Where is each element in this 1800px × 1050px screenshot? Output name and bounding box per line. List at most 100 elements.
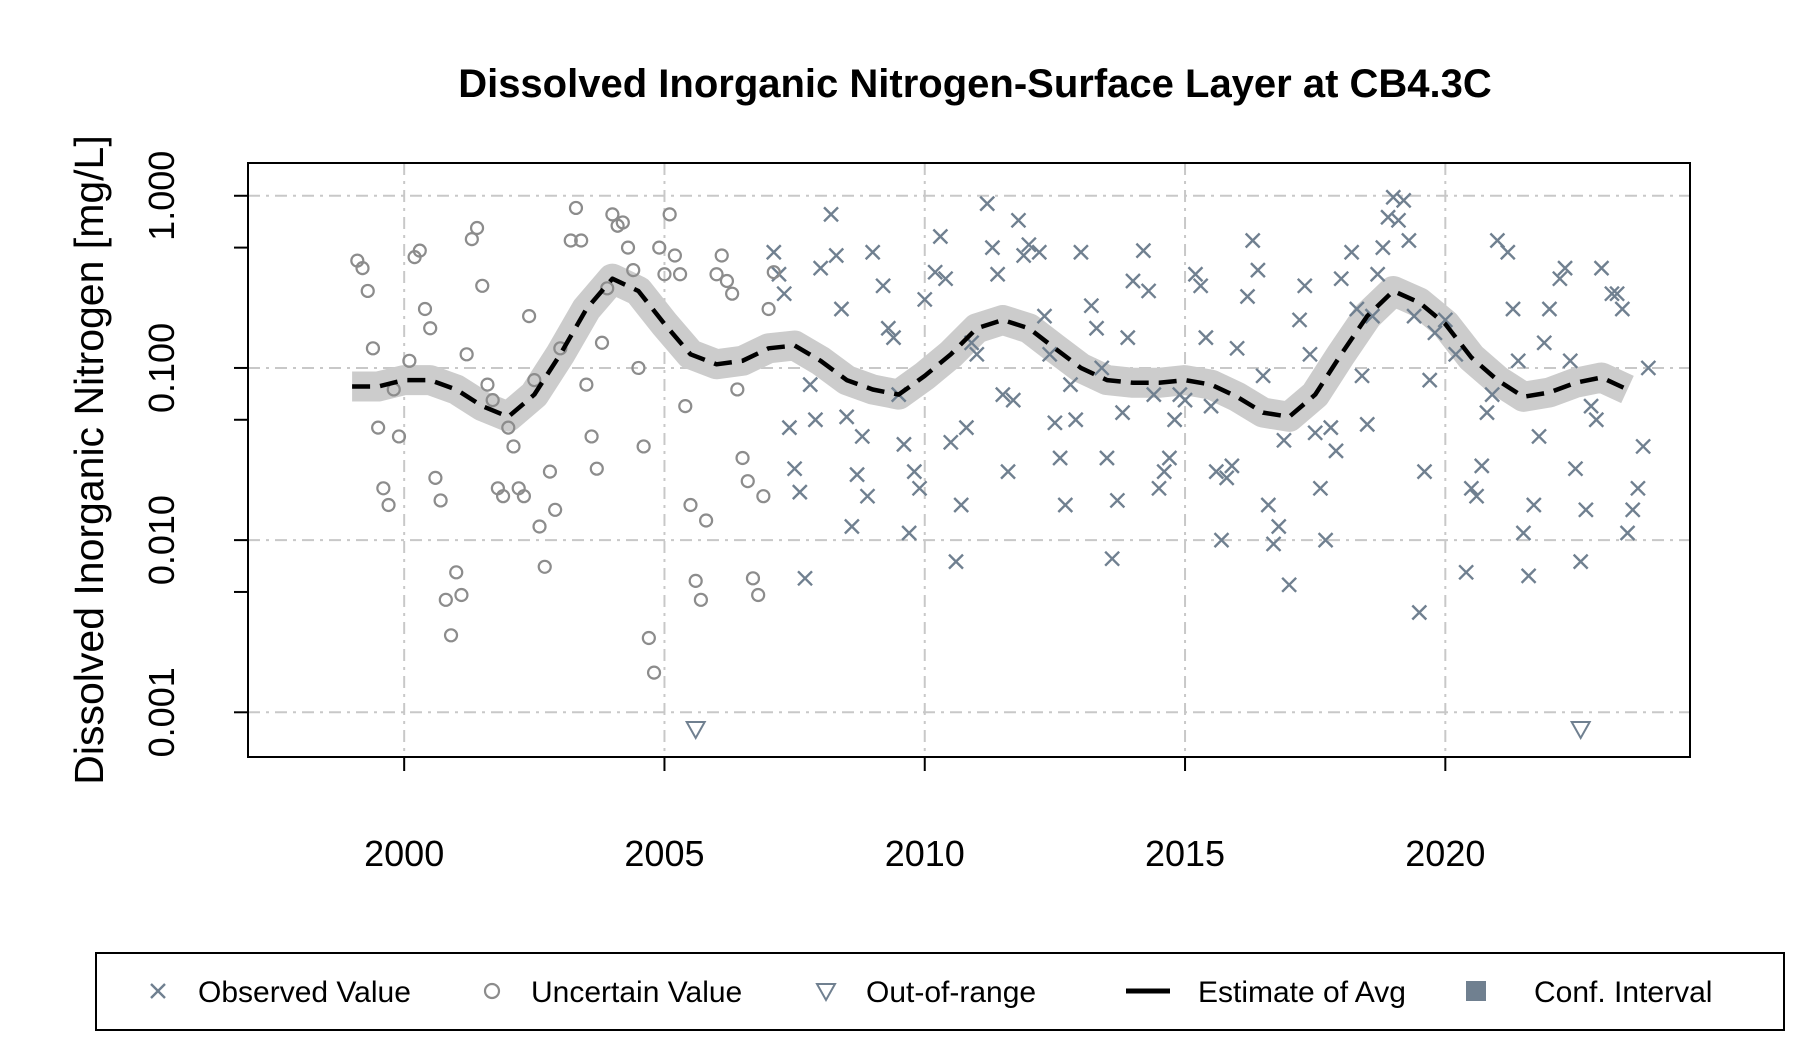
uncertain-point	[719, 273, 735, 289]
uncertain-point	[402, 353, 417, 368]
observed-point	[1390, 212, 1407, 229]
observed-point	[1421, 372, 1438, 388]
uncertain-point	[605, 207, 620, 222]
observed-point	[880, 320, 897, 337]
observed-point	[979, 195, 996, 212]
observed-point	[1525, 497, 1542, 513]
observed-point	[1593, 260, 1610, 276]
observed-point	[1458, 564, 1474, 581]
observed-point	[1640, 360, 1657, 376]
uncertain-point	[631, 360, 646, 376]
observed-point	[1276, 432, 1292, 449]
observed-point	[1255, 367, 1271, 384]
observed-point	[1375, 239, 1391, 256]
observed-point	[1083, 297, 1100, 314]
observed-point	[1406, 308, 1422, 324]
data-points	[350, 189, 1657, 741]
legend-label: Observed Value	[198, 976, 411, 1009]
uncertain-point	[454, 587, 469, 603]
uncertain-point	[355, 261, 370, 276]
observed-point	[927, 264, 944, 281]
observed-point	[1348, 301, 1365, 317]
observed-point	[1270, 518, 1287, 535]
observed-point	[776, 285, 793, 302]
legend-observed-symbol	[150, 983, 166, 999]
uncertain-point	[740, 474, 755, 489]
observed-point	[1567, 460, 1584, 477]
plot-frame	[247, 162, 1691, 758]
observed-point	[1224, 458, 1240, 474]
uncertain-point	[433, 493, 448, 508]
observed-point	[807, 411, 824, 428]
observed-point	[1187, 266, 1204, 283]
uncertain-point	[589, 461, 604, 476]
uncertain-point	[459, 347, 474, 362]
uncertain-point	[527, 372, 542, 388]
observed-point	[1244, 232, 1261, 249]
observed-point	[812, 260, 829, 276]
uncertain-point	[365, 341, 381, 356]
observed-point	[1385, 189, 1402, 206]
uncertain-point	[641, 630, 656, 646]
observed-point	[854, 428, 871, 445]
observed-point	[1073, 244, 1089, 261]
observed-point	[1302, 346, 1318, 363]
uncertain-point	[501, 420, 516, 435]
observed-point	[906, 463, 923, 480]
observed-point	[1151, 480, 1167, 497]
observed-point	[953, 497, 970, 513]
uncertain-point	[423, 321, 438, 336]
observed-point	[781, 419, 798, 436]
observed-point	[958, 419, 975, 436]
grid-lines	[248, 163, 1690, 757]
uncertain-point	[662, 207, 677, 222]
observed-point	[1552, 270, 1568, 287]
observed-point	[1624, 501, 1641, 518]
observed-point	[786, 460, 803, 477]
uncertain-point	[428, 470, 443, 485]
observed-point	[1296, 277, 1313, 294]
observed-point	[989, 266, 1006, 283]
observed-point	[1473, 458, 1490, 474]
observed-point	[1177, 392, 1193, 409]
uncertain-point	[667, 248, 682, 263]
observed-point	[802, 376, 819, 393]
observed-point	[1062, 376, 1079, 393]
observed-point	[849, 466, 865, 483]
uncertain-point	[464, 232, 479, 247]
uncertain-point	[699, 513, 714, 528]
observed-point	[994, 386, 1011, 403]
observed-point	[1354, 367, 1370, 384]
observed-point	[1479, 404, 1495, 421]
uncertain-point	[584, 429, 599, 444]
observed-point	[797, 570, 813, 587]
observed-point	[1541, 301, 1558, 317]
observed-point	[932, 228, 949, 245]
observed-point	[1260, 497, 1277, 513]
observed-point	[1312, 480, 1329, 497]
uncertain-point	[709, 267, 724, 282]
observed-point	[1119, 329, 1136, 346]
uncertain-point	[766, 265, 781, 280]
observed-point	[1166, 411, 1183, 428]
x-tick-label: 2005	[624, 833, 704, 874]
legend-label: Estimate of Avg	[1198, 976, 1406, 1009]
observed-point	[948, 553, 964, 570]
observed-point	[833, 301, 850, 317]
observed-point	[911, 480, 928, 497]
observed-point	[1250, 262, 1266, 278]
observed-point	[1041, 346, 1058, 363]
uncertain-point	[516, 489, 532, 504]
observed-point	[844, 518, 860, 535]
observed-point	[1609, 285, 1625, 302]
observed-point	[1463, 480, 1480, 497]
legend-uncertain-symbol	[483, 982, 501, 1000]
observed-point	[1343, 244, 1360, 261]
out-of-range-point	[684, 720, 707, 741]
observed-point	[1619, 525, 1636, 541]
observed-point	[1395, 192, 1412, 209]
observed-point	[1588, 411, 1605, 428]
observed-point	[1401, 232, 1417, 249]
